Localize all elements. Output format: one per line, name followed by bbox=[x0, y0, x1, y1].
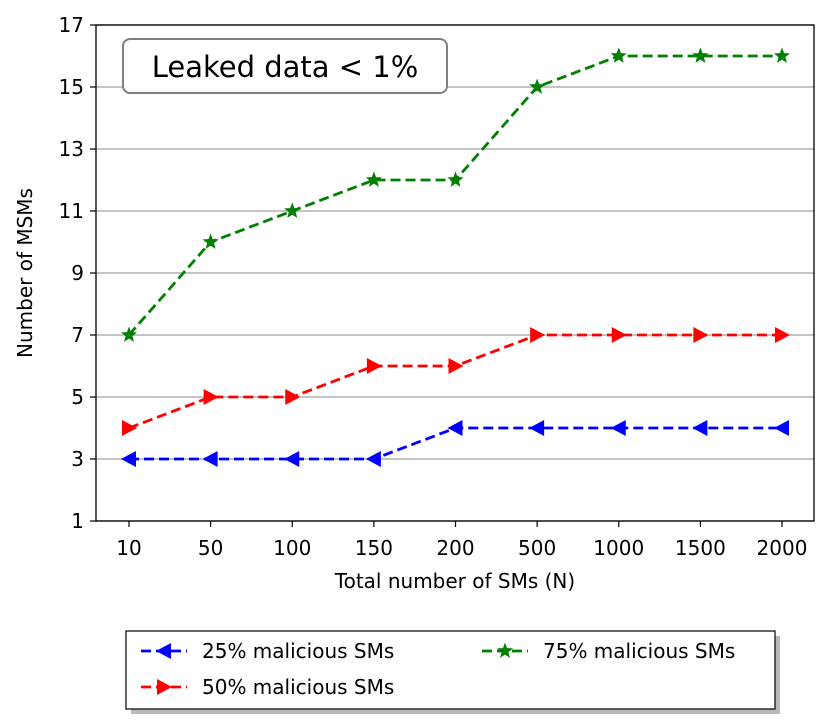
data-point bbox=[775, 327, 790, 343]
series-line bbox=[128, 333, 782, 430]
data-point bbox=[693, 327, 709, 343]
x-tick-label: 1500 bbox=[675, 536, 726, 560]
annotation-box: Leaked data < 1% bbox=[122, 38, 448, 94]
data-point bbox=[366, 358, 382, 374]
legend: 25% malicious SMs 50% malicious SMs 75% ma… bbox=[125, 630, 780, 714]
data-point bbox=[692, 47, 709, 63]
x-axis: 10 50 100 150 200 500 1000 1500 2000 bbox=[116, 521, 807, 560]
data-point bbox=[610, 47, 627, 63]
legend-entry: 25% malicious SMs bbox=[141, 639, 394, 663]
y-tick-label: 3 bbox=[71, 447, 84, 471]
series-layer bbox=[120, 47, 791, 467]
annotation-text: Leaked data < 1% bbox=[152, 50, 419, 84]
data-point bbox=[611, 327, 627, 343]
data-point bbox=[365, 171, 382, 187]
legend-marker bbox=[157, 679, 172, 695]
series-3 bbox=[120, 47, 791, 342]
data-point bbox=[122, 420, 137, 436]
x-tick-label: 500 bbox=[518, 536, 556, 560]
legend-marker bbox=[496, 642, 514, 658]
data-point bbox=[448, 358, 464, 374]
data-point bbox=[773, 47, 791, 63]
data-point bbox=[530, 327, 546, 343]
data-point bbox=[202, 233, 219, 249]
series-2 bbox=[122, 327, 790, 436]
y-tick-label: 11 bbox=[59, 199, 84, 223]
data-point bbox=[285, 389, 301, 405]
data-point bbox=[610, 420, 626, 436]
y-tick-label: 5 bbox=[71, 385, 84, 409]
legend-label: 50% malicious SMs bbox=[202, 675, 394, 699]
legend-marker bbox=[156, 643, 171, 659]
legend-label: 75% malicious SMs bbox=[543, 639, 735, 663]
data-point bbox=[120, 326, 138, 342]
legend-entry: 75% malicious SMs bbox=[482, 639, 735, 663]
series-line bbox=[129, 426, 782, 461]
legend-label: 25% malicious SMs bbox=[202, 639, 394, 663]
data-point bbox=[365, 451, 381, 467]
y-tick-label: 15 bbox=[59, 75, 84, 99]
data-point bbox=[774, 420, 789, 436]
data-point bbox=[284, 202, 301, 218]
x-tick-label: 100 bbox=[273, 536, 311, 560]
series-line bbox=[127, 54, 782, 336]
data-point bbox=[447, 171, 464, 187]
y-tick-label: 1 bbox=[71, 509, 84, 533]
series-1 bbox=[121, 420, 789, 467]
x-axis-label: Total number of SMs (N) bbox=[334, 569, 575, 593]
y-tick-label: 9 bbox=[71, 261, 84, 285]
data-point bbox=[529, 420, 545, 436]
x-tick-label: 1000 bbox=[593, 536, 644, 560]
y-tick-label: 13 bbox=[59, 137, 84, 161]
data-point bbox=[121, 451, 136, 467]
y-tick-label: 17 bbox=[59, 13, 84, 37]
x-tick-label: 200 bbox=[436, 536, 474, 560]
x-tick-label: 50 bbox=[198, 536, 223, 560]
x-tick-label: 10 bbox=[116, 536, 141, 560]
data-point bbox=[284, 451, 300, 467]
data-point bbox=[203, 389, 219, 405]
y-axis-label: Number of MSMs bbox=[13, 188, 37, 358]
x-tick-label: 150 bbox=[355, 536, 393, 560]
data-point bbox=[529, 78, 546, 94]
data-point bbox=[447, 420, 463, 436]
data-point bbox=[692, 420, 708, 436]
data-point bbox=[202, 451, 218, 467]
x-tick-label: 2000 bbox=[757, 536, 808, 560]
legend-entry: 50% malicious SMs bbox=[141, 675, 394, 699]
y-tick-label: 7 bbox=[71, 323, 84, 347]
grid-lines bbox=[96, 24, 814, 522]
